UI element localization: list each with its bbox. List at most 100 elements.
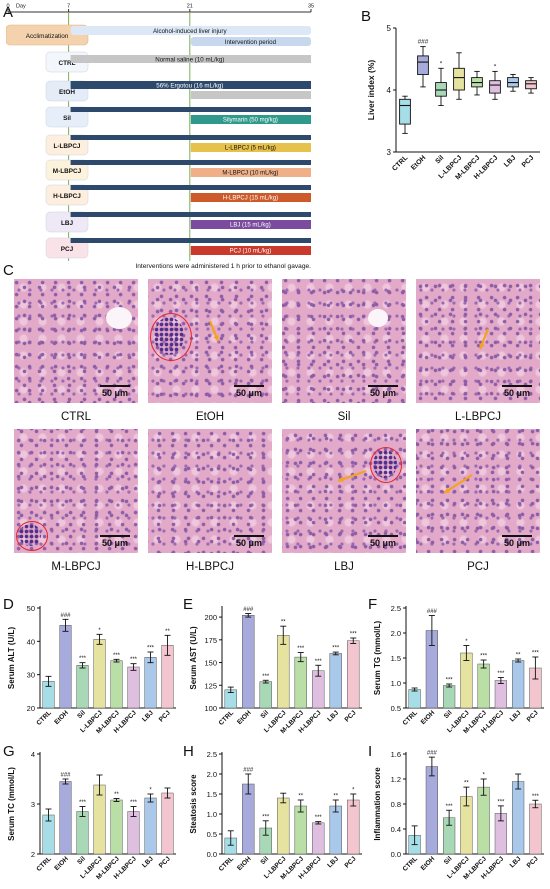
bar <box>512 781 525 855</box>
significance-label: * <box>149 788 152 794</box>
central-vein <box>106 307 132 329</box>
bar-group-pcj: PCJ <box>158 787 174 869</box>
treatment-bar <box>190 220 311 229</box>
y-tick-label: 0.0 <box>391 850 401 859</box>
x-tick-label: EtOH <box>236 709 253 726</box>
histology-panel: 50 μm CTRL 50 μm EtOH 50 μm Sil 50 μm L-LBPCJ 50… <box>14 279 542 581</box>
alcohol-injury-bar <box>70 26 311 35</box>
treatment-label: 56% Ergotou (16 mL/kg) <box>156 83 223 90</box>
significance-label: ### <box>243 768 254 774</box>
bar-group-pcj: *** PCJ <box>526 651 542 723</box>
scale-bar: 50 μm <box>234 385 264 398</box>
scale-bar-line <box>368 385 398 387</box>
inflammation-circle-marker <box>150 313 192 361</box>
y-tick-label: 40 <box>27 637 35 646</box>
bar-group-lbj: LBJ <box>509 773 525 869</box>
bar-group-ctrl: CTRL <box>402 687 421 727</box>
bar <box>93 639 106 709</box>
y-tick-label: 4 <box>31 750 35 759</box>
bar <box>110 799 123 855</box>
significance-label: ### <box>60 773 71 779</box>
x-tick-label: Sil <box>260 709 271 720</box>
bar <box>59 625 72 709</box>
bar-group-pcj: ** PCJ <box>158 629 174 723</box>
bar <box>144 797 157 855</box>
y-axis-label: Serum TC (mmol/L) <box>7 767 16 841</box>
treatment-label: Normal saline (10 mL/kg) <box>155 57 224 64</box>
saline-bar <box>70 55 311 63</box>
experimental-timeline: 0 7 21 35 Day Acclimatization Alcohol-induced… <box>6 4 314 270</box>
panel-letter-f: F <box>368 596 378 613</box>
ethanol-bar <box>70 238 311 243</box>
box-body <box>489 80 501 94</box>
timeline-tick-label: 35 <box>308 4 314 10</box>
treatment-bar <box>190 193 311 202</box>
treatment-label: Silymarin (50 mg/kg) <box>223 118 278 124</box>
bar <box>294 805 307 855</box>
bar-group-sil: *** Sil <box>76 800 89 866</box>
box-ctrl: CTRL <box>391 95 411 173</box>
arrow-shaft <box>443 474 473 494</box>
significance-label: *** <box>297 646 305 652</box>
treatment-label: LBJ (15 mL/kg) <box>230 223 271 229</box>
bar <box>144 657 157 709</box>
bar <box>460 652 473 709</box>
timeline-group-name: PCJ <box>61 246 74 253</box>
bar <box>127 666 140 709</box>
significance-label: ** <box>333 794 338 800</box>
scale-bar-label: 50 μm <box>235 538 263 548</box>
bar-group-lbj: *** LBJ <box>141 646 157 723</box>
bar-group-ctrl: CTRL <box>36 808 55 873</box>
box-body <box>453 67 465 91</box>
bar-group-sil: *** Sil <box>260 674 272 720</box>
significance-label: *** <box>315 815 323 821</box>
scale-bar-label: 50 μm <box>101 538 129 548</box>
intervention-period-label: Intervention period <box>225 39 277 46</box>
y-axis-label: Serum AST (U/L) <box>189 626 198 690</box>
histology-image-pcj: 50 μm <box>416 429 540 553</box>
y-tick-label: 150 <box>204 659 217 668</box>
x-tick-label: PCJ <box>344 855 358 869</box>
x-tick-label: LBJ <box>141 855 155 869</box>
ethanol-bar <box>70 212 311 217</box>
scale-bar-label: 50 μm <box>503 538 531 548</box>
bar-group-sil: *** Sil <box>443 804 456 866</box>
box-body <box>417 55 429 75</box>
histology-label: Sil <box>337 411 351 423</box>
bar <box>76 811 89 855</box>
significance-label: ### <box>60 613 71 619</box>
x-tick-label: PCJ <box>344 709 358 723</box>
y-tick-label: 20 <box>27 704 35 713</box>
significance-label: ** <box>281 620 286 626</box>
significance-label: *** <box>497 671 505 677</box>
steatosis-arrow-marker <box>337 469 367 483</box>
significance-label: *** <box>79 800 87 806</box>
bar-group-pcj: * PCJ <box>344 788 360 869</box>
y-axis-label: Serum TG (mmol/L) <box>373 621 382 696</box>
y-tick-label: 1.5 <box>207 790 217 799</box>
bar-group-sil: *** Sil <box>76 656 89 720</box>
significance-label: * <box>494 63 497 70</box>
alcohol-injury-label: Alcohol-induced liver injury <box>153 28 228 35</box>
x-tick-label: PCJ <box>526 709 540 723</box>
treatment-label: M-LBPCJ (10 mL/kg) <box>222 171 278 177</box>
scale-bar: 50 μm <box>234 535 264 548</box>
histology-image-etoh: 50 μm <box>148 279 272 403</box>
panel-letter-g: G <box>3 743 15 760</box>
timeline-group-name: L-LBPCJ <box>54 143 81 150</box>
intervention-period-bar <box>190 37 311 46</box>
bar <box>59 781 72 855</box>
x-tick-label: LBJ <box>509 855 523 869</box>
bar <box>277 635 290 709</box>
panel-letter-e: E <box>183 596 194 613</box>
y-axis-label: Serum ALT (U/L) <box>7 627 16 690</box>
significance-label: ### <box>427 751 438 757</box>
bar <box>425 766 438 855</box>
timeline-tick-label: 7 <box>67 4 70 10</box>
scale-bar: 50 μm <box>100 535 130 548</box>
histology-image-lbj: 50 μm <box>282 429 406 553</box>
timeline-group-rows: CTRL Normal saline (10 mL/kg) EtOH 56% Ergo… <box>45 51 311 259</box>
bar-group-sil: *** Sil <box>260 814 272 866</box>
